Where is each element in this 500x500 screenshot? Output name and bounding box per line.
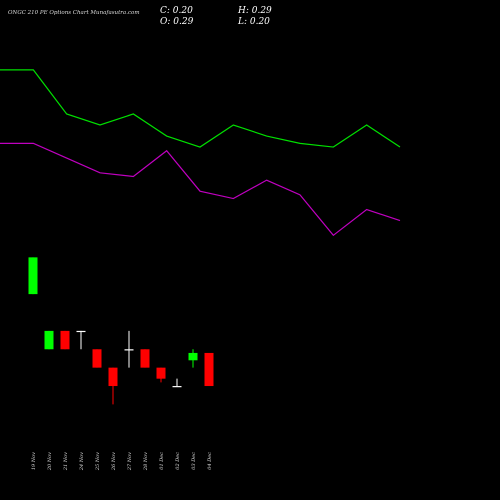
candle-body	[92, 349, 102, 368]
candle-body	[140, 349, 150, 368]
candle-body	[156, 367, 166, 379]
candle-body	[44, 330, 54, 350]
x-tick-label: 24 Nov	[79, 452, 85, 471]
x-tick-label: 19 Nov	[31, 452, 37, 470]
x-tick-label: 27 Nov	[127, 452, 133, 471]
candle-body	[124, 349, 134, 351]
x-tick-label: 04 Dec	[207, 452, 213, 470]
x-tick-label: 26 Nov	[111, 452, 117, 471]
x-tick-label: 03 Dec	[191, 452, 197, 470]
high-label: H: 0.29	[237, 6, 272, 16]
candle-body	[60, 330, 70, 350]
candle-body	[204, 352, 214, 387]
open-label: O: 0.29	[160, 17, 194, 27]
x-tick-label: 25 Nov	[95, 452, 101, 471]
indicator-line	[0, 69, 401, 148]
x-tick-label: 20 Nov	[47, 452, 53, 471]
candle-body	[188, 352, 198, 361]
close-label: C: 0.20	[160, 6, 193, 16]
x-tick-label: 01 Dec	[159, 452, 165, 470]
low-label: L: 0.20	[237, 17, 270, 27]
candle-body	[76, 330, 86, 333]
candle-body	[108, 367, 118, 387]
candle-body	[172, 386, 182, 388]
candle-body	[28, 257, 38, 295]
x-tick-label: 02 Dec	[175, 452, 181, 470]
indicator-line	[0, 142, 401, 237]
chart-title: ONGC 210 PE Options Chart Munafasutra.co…	[8, 10, 140, 16]
x-tick-label: 28 Nov	[143, 452, 149, 471]
x-tick-label: 21 Nov	[63, 452, 69, 471]
